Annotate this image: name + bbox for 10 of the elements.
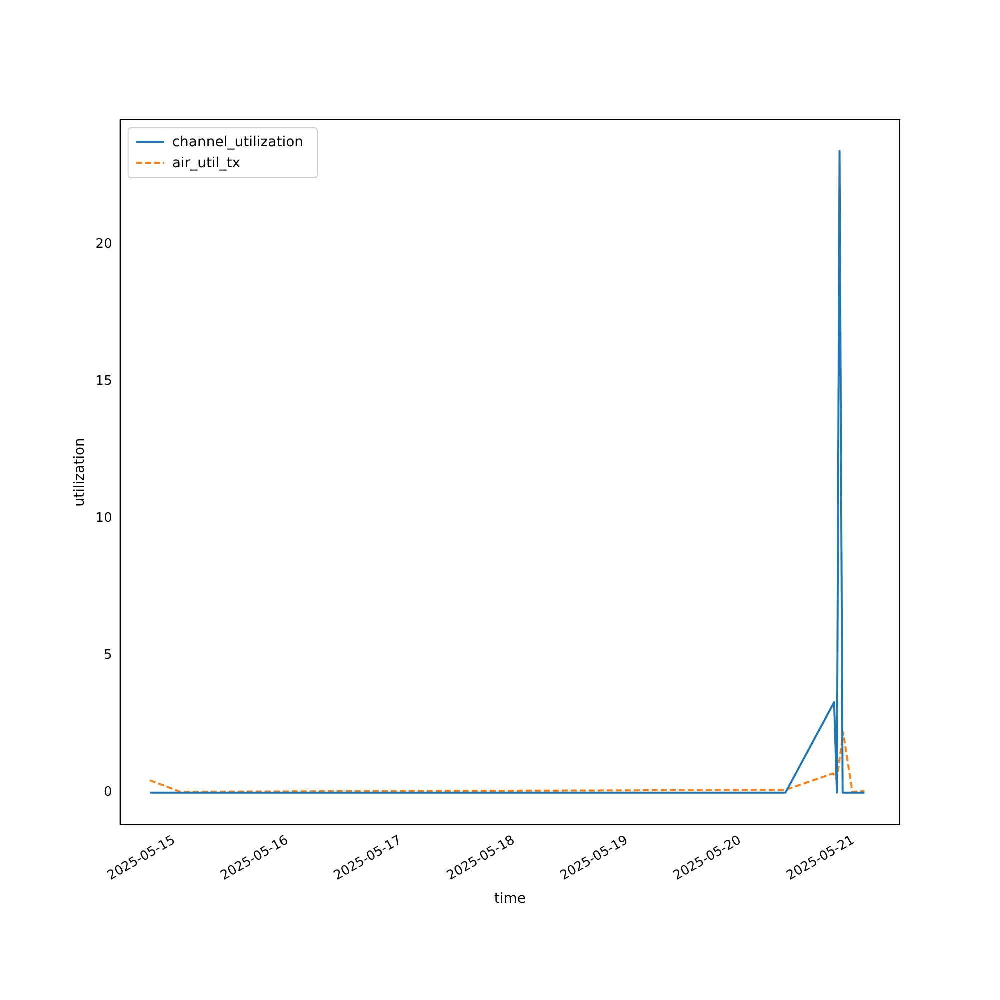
y-tick-label: 20 (96, 236, 112, 252)
legend-label: air_util_tx (172, 156, 240, 172)
y-tick-label: 0 (104, 785, 112, 800)
y-tick-label: 10 (96, 511, 112, 526)
y-tick-label: 5 (104, 648, 112, 664)
y-tick-label: 15 (96, 374, 112, 389)
legend-label: channel_utilization (172, 134, 304, 151)
x-axis-title: time (494, 891, 526, 908)
y-axis-title: utilization (72, 438, 88, 507)
line-series (149, 732, 866, 794)
